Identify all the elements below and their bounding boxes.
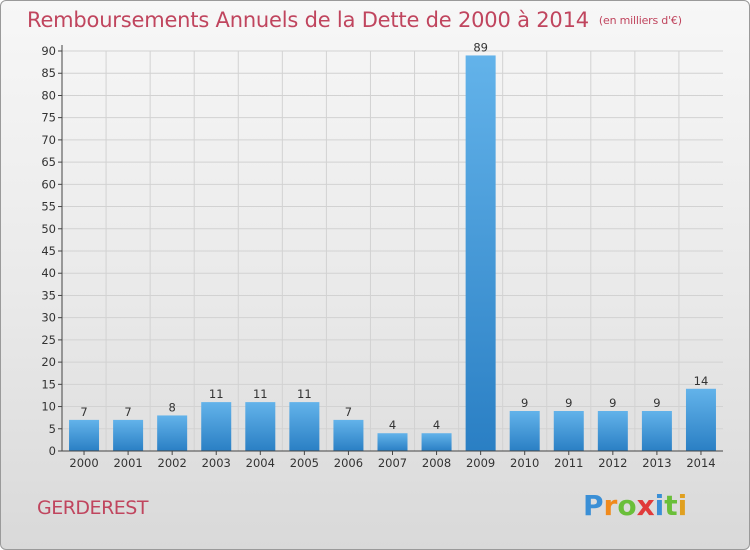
y-tick-label: 45 (41, 244, 56, 258)
bar (333, 419, 364, 451)
y-tick-label: 60 (41, 177, 56, 191)
x-tick-label: 2004 (246, 456, 275, 470)
y-tick-label: 70 (41, 133, 56, 147)
x-tick-label: 2011 (554, 456, 583, 470)
y-tick-label: 0 (49, 444, 56, 458)
logo-letter: x (636, 489, 655, 522)
logo-letter: i (677, 489, 688, 522)
grid (62, 50, 723, 451)
bar (113, 419, 144, 451)
data-label: 8 (169, 400, 176, 414)
x-tick-label: 2001 (113, 456, 142, 470)
y-tick-label: 55 (41, 200, 56, 214)
bar (597, 411, 628, 451)
data-label: 11 (209, 387, 224, 401)
data-label: 4 (433, 418, 440, 432)
data-label: 9 (609, 396, 616, 410)
axes (58, 45, 723, 455)
bar (421, 433, 452, 451)
title-text: Remboursements Annuels de la Dette de 20… (27, 8, 589, 32)
data-label: 89 (473, 40, 488, 54)
y-tick-label: 85 (41, 66, 56, 80)
bar (201, 402, 232, 451)
x-tick-label: 2002 (158, 456, 187, 470)
labels: 0 5 10 15 20 25 30 35 40 45 50 55 60 65 70 75 80 85 90 7 200… (41, 40, 715, 470)
logo-letter: P (583, 489, 604, 522)
y-tick-label: 65 (41, 155, 56, 169)
y-tick-label: 5 (49, 422, 56, 436)
x-tick-label: 2010 (510, 456, 539, 470)
bar (553, 411, 584, 451)
bar (509, 411, 540, 451)
x-tick-label: 2003 (202, 456, 231, 470)
y-tick-label: 10 (41, 400, 56, 414)
y-tick-label: 15 (41, 377, 56, 391)
y-tick-label: 25 (41, 333, 56, 347)
y-tick-label: 20 (41, 355, 56, 369)
y-tick-label: 35 (41, 288, 56, 302)
x-tick-label: 2012 (598, 456, 627, 470)
bar (377, 433, 408, 451)
data-label: 7 (345, 405, 352, 419)
logo-letter: r (603, 489, 618, 522)
y-tick-label: 75 (41, 111, 56, 125)
x-tick-label: 2006 (334, 456, 363, 470)
data-label: 11 (297, 387, 312, 401)
x-tick-label: 2014 (686, 456, 715, 470)
x-tick-label: 2005 (290, 456, 319, 470)
bar (289, 402, 320, 451)
x-tick-label: 2008 (422, 456, 451, 470)
data-label: 7 (80, 405, 87, 419)
y-tick-label: 80 (41, 88, 56, 102)
chart-title: Remboursements Annuels de la Dette de 20… (27, 8, 682, 32)
data-label: 4 (389, 418, 396, 432)
unit-note: (en milliers d'€) (598, 14, 682, 27)
bar (465, 55, 496, 451)
data-label: 11 (253, 387, 268, 401)
logo-letter: t (664, 489, 678, 522)
proxiti-logo: Proxiti (583, 489, 687, 522)
y-tick-label: 30 (41, 311, 56, 325)
logo-letter: i (654, 489, 665, 522)
bar (245, 402, 276, 451)
data-label: 9 (521, 396, 528, 410)
x-tick-label: 2013 (642, 456, 671, 470)
bar (641, 411, 672, 451)
data-label: 14 (694, 374, 709, 388)
y-tick-label: 40 (41, 266, 56, 280)
x-tick-label: 2007 (378, 456, 407, 470)
y-tick-label: 50 (41, 222, 56, 236)
x-tick-label: 2000 (69, 456, 98, 470)
y-tick-label: 90 (41, 44, 56, 58)
bar (157, 415, 188, 451)
bar (69, 419, 100, 451)
bars (69, 55, 716, 451)
data-label: 9 (565, 396, 572, 410)
x-tick-label: 2009 (466, 456, 495, 470)
data-label: 9 (653, 396, 660, 410)
logo-letter: o (617, 489, 637, 522)
commune-name: GERDEREST (37, 497, 148, 519)
bar (685, 388, 716, 451)
data-label: 7 (124, 405, 131, 419)
